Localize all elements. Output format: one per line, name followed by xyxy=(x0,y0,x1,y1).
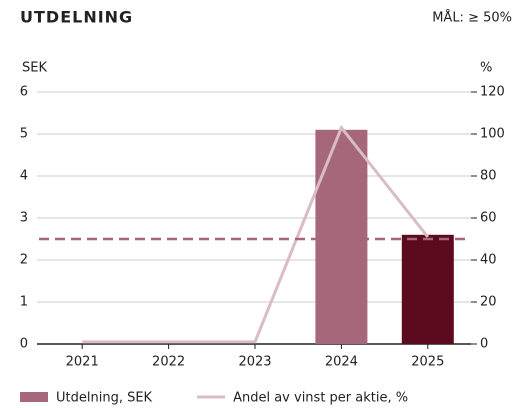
legend-label: Andel av vinst per aktie, % xyxy=(233,391,408,406)
x-tick-label: 2021 xyxy=(66,355,99,370)
bar xyxy=(401,234,454,344)
x-tick-label: 2022 xyxy=(152,355,185,370)
x-tick-label: 2023 xyxy=(238,355,271,370)
y-tick-label: 1 xyxy=(20,295,28,310)
y2-axis-label: % xyxy=(480,61,492,76)
x-tick-label: 2025 xyxy=(411,355,444,370)
legend-label: Utdelning, SEK xyxy=(56,391,153,406)
y2-tick-label: 100 xyxy=(480,127,505,142)
y2-tick-label: 60 xyxy=(480,211,497,226)
y-tick-label: 4 xyxy=(20,169,28,184)
line xyxy=(82,124,429,344)
y-axis-label: SEK xyxy=(22,61,47,76)
target-label: MÅL: ≥ 50% xyxy=(432,10,512,26)
y2-tick-label: 0 xyxy=(480,337,488,352)
y2-tick-label: 40 xyxy=(480,253,497,268)
y2-tick-label: 80 xyxy=(480,169,497,184)
y2-tick-label: 20 xyxy=(480,295,497,310)
x-tick-label: 2024 xyxy=(325,355,358,370)
y-tick-label: 0 xyxy=(20,337,28,352)
y-tick-label: 2 xyxy=(20,253,28,268)
y-tick-label: 6 xyxy=(20,85,28,100)
y-tick-label: 5 xyxy=(20,127,28,142)
y-tick-label: 3 xyxy=(20,211,28,226)
y2-tick-label: 120 xyxy=(480,85,505,100)
legend-swatch xyxy=(20,392,48,402)
chart-title: UTDELNING xyxy=(20,8,133,27)
bar xyxy=(315,129,368,344)
